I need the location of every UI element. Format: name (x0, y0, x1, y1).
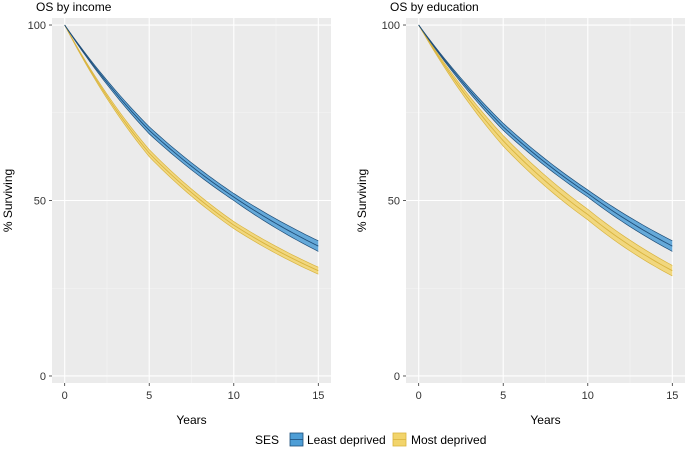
panel-0: OS by income 0 50 100 0 5 10 15 Years % Surviving (1, 0, 331, 427)
x-tick-label: 15 (312, 390, 324, 402)
y-axis-label: % Surviving (355, 169, 369, 232)
y-tick-label: 50 (34, 196, 46, 208)
y-tick-label: 100 (28, 20, 46, 32)
x-tick-label: 0 (62, 390, 68, 402)
legend-label-least-deprived: Least deprived (307, 433, 386, 447)
ci-upper-least-deprived (64, 24, 319, 242)
series-line-least-deprived (418, 24, 673, 247)
ci-lower-least-deprived (418, 24, 673, 252)
ci-band-least-deprived (418, 25, 673, 252)
legend-label-most-deprived: Most deprived (411, 433, 486, 447)
y-tick-label: 100 (382, 20, 400, 32)
x-tick-label: 0 (416, 390, 422, 402)
series-line-most-deprived (418, 24, 673, 272)
series-line-most-deprived (64, 24, 319, 272)
ci-lower-least-deprived (64, 24, 319, 252)
ci-lower-most-deprived (418, 24, 673, 277)
x-tick-label: 5 (146, 390, 152, 402)
legend-title: SES (255, 433, 279, 447)
legend: SES Least deprived Most deprived (255, 432, 486, 447)
x-axis-label: Years (530, 413, 560, 427)
y-tick-label: 0 (40, 371, 46, 383)
ci-upper-most-deprived (64, 24, 319, 268)
x-axis-label: Years (176, 413, 206, 427)
x-tick-label: 5 (500, 390, 506, 402)
ci-band-least-deprived (64, 25, 319, 252)
y-axis-label: % Surviving (1, 169, 15, 232)
ci-upper-most-deprived (418, 24, 673, 266)
ci-lower-most-deprived (64, 24, 319, 275)
ci-upper-least-deprived (418, 24, 673, 242)
series-line-least-deprived (64, 24, 319, 247)
panel-title: OS by income (36, 0, 112, 14)
y-tick-label: 50 (388, 196, 400, 208)
x-tick-label: 10 (228, 390, 240, 402)
y-tick-label: 0 (394, 371, 400, 383)
panel-1: OS by education 0 50 100 0 5 10 15 Years % Surviv… (355, 0, 685, 427)
x-tick-label: 15 (666, 390, 678, 402)
x-tick-label: 10 (582, 390, 594, 402)
panel-title: OS by education (390, 0, 479, 14)
